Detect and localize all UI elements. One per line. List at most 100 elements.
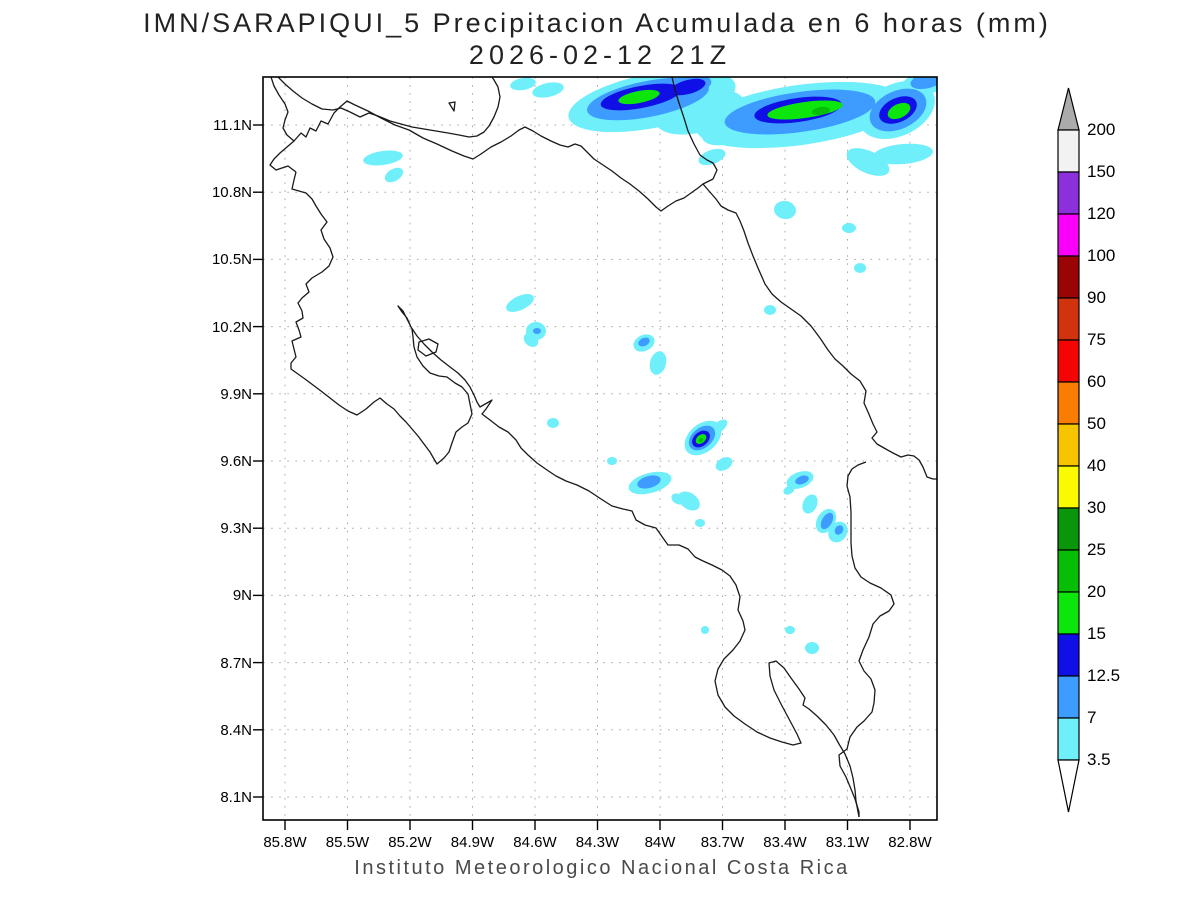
- lat-tick-label: 10.8N: [211, 184, 252, 202]
- lon-tick-label: 82.8W: [888, 834, 932, 851]
- colorbar-block: [1057, 717, 1080, 761]
- plot-subtitle: 2026-02-12 21Z: [468, 40, 732, 70]
- precip-contour-c: [678, 491, 700, 511]
- colorbar-block: [1057, 213, 1080, 257]
- colorbar: [1057, 87, 1080, 813]
- lat-tick-label: 10.5N: [211, 251, 252, 269]
- precip-contour-c: [846, 148, 890, 176]
- lon-tick-label: 84.3W: [575, 834, 620, 851]
- colorbar-over-arrow: [1057, 87, 1080, 131]
- precip-contour-c: [510, 77, 536, 91]
- colorbar-level-label: 3.5: [1087, 750, 1111, 769]
- lat-tick-label: 10.2N: [211, 318, 252, 336]
- precip-contour-c: [363, 150, 403, 166]
- colorbar-block: [1057, 171, 1080, 215]
- grid-lines: [263, 77, 937, 820]
- precip-contour-c: [854, 263, 866, 273]
- precip-contour-c: [695, 519, 705, 527]
- colorbar-block: [1057, 549, 1080, 593]
- precip-contour-b: [820, 512, 834, 530]
- precip-contour-g2: [698, 437, 704, 443]
- nicaragua-pacific-coast: [269, 77, 297, 173]
- precip-contour-c: [774, 200, 796, 220]
- colorbar-block: [1057, 423, 1080, 467]
- lon-tick-label: 85.2W: [388, 834, 432, 851]
- lat-tick-label: 9.3N: [220, 520, 252, 538]
- colorbar-level-label: 120: [1087, 204, 1116, 223]
- costa-rica-nicaragua-border: [293, 100, 704, 212]
- lon-tick-label: 85.8W: [263, 834, 307, 851]
- precip-contour-c: [506, 294, 534, 312]
- lat-tick-label: 9.9N: [220, 385, 252, 403]
- lat-tick-label: 9.6N: [220, 453, 252, 470]
- precip-contour-c: [802, 494, 818, 514]
- precip-contour-c: [384, 167, 404, 183]
- lat-tick-label: 11.1N: [213, 117, 252, 134]
- precip-contour-c: [785, 626, 795, 634]
- lat-tick-label: 8.1N: [220, 789, 252, 806]
- plot-title: IMN/SARAPIQUI_5 Precipitacion Acumulada …: [143, 8, 1051, 38]
- precip-contour-c: [805, 642, 819, 654]
- colorbar-block: [1057, 591, 1080, 635]
- colorbar-level-label: 20: [1087, 582, 1106, 601]
- precip-contour-b: [834, 525, 844, 535]
- precip-contour-c: [701, 626, 709, 634]
- precip-contour-c: [698, 148, 726, 166]
- precip-contour-c: [764, 305, 776, 315]
- lon-tick-label: 83.4W: [763, 834, 807, 851]
- precip-contour-g2: [812, 106, 830, 116]
- precip-contour-g1: [767, 100, 843, 120]
- colorbar-level-label: 40: [1087, 456, 1106, 475]
- precip-contour-c: [607, 457, 617, 465]
- colorbar-block: [1057, 129, 1080, 173]
- precip-contour-b: [638, 337, 650, 347]
- lon-tick-label: 84.9W: [450, 834, 495, 851]
- lon-tick-label: 83.1W: [825, 834, 870, 851]
- lat-tick-label: 9N: [232, 587, 252, 605]
- lake-island: [448, 101, 456, 112]
- precip-contour-b: [637, 475, 661, 489]
- precip-contour-c: [649, 351, 667, 375]
- colorbar-block: [1057, 465, 1080, 509]
- colorbar-block: [1057, 297, 1080, 341]
- colorbar-level-label: 50: [1087, 414, 1106, 433]
- precip-contour-g1: [618, 89, 660, 105]
- lat-tick-label: 8.4N: [220, 721, 252, 739]
- precip-contour-c: [783, 485, 795, 495]
- lon-tick-label: 85.5W: [325, 834, 370, 851]
- colorbar-level-label: 200: [1087, 120, 1116, 139]
- lon-tick-label: 84.6W: [513, 834, 557, 851]
- precip-contour-b: [533, 328, 541, 334]
- plot-frame: [262, 76, 938, 821]
- axis-ticks: [253, 124, 911, 830]
- precip-contour-c: [710, 419, 728, 435]
- colorbar-block: [1057, 255, 1080, 299]
- caribbean-coast: [671, 77, 937, 480]
- lon-tick-label: 83.7W: [700, 834, 745, 851]
- colorbar-level-label: 25: [1087, 540, 1106, 559]
- colorbar-block: [1057, 339, 1080, 383]
- lat-tick-label: 8.7N: [220, 654, 252, 672]
- precip-contour-c: [532, 82, 564, 98]
- pacific-coast: [290, 171, 860, 818]
- colorbar-level-label: 7: [1087, 708, 1097, 727]
- colorbar-level-label: 100: [1087, 246, 1116, 265]
- precip-contour-c: [547, 418, 559, 428]
- colorbar-block: [1057, 381, 1080, 425]
- colorbar-level-label: 150: [1087, 162, 1116, 181]
- precip-contour-b: [795, 475, 809, 485]
- colorbar-level-label: 12.5: [1087, 666, 1121, 685]
- colorbar-level-label: 30: [1087, 498, 1106, 517]
- precip-contour-c: [842, 223, 856, 233]
- colorbar-level-label: 15: [1087, 624, 1106, 643]
- precip-contour-g1: [887, 102, 911, 120]
- colorbar-block: [1057, 507, 1080, 551]
- lon-tick-label: 84W: [644, 834, 676, 851]
- costa-rica-panama-border: [838, 461, 895, 817]
- colorbar-level-label: 90: [1087, 288, 1106, 307]
- lake-nicaragua-shore: [277, 77, 501, 138]
- colorbar-level-label: 60: [1087, 372, 1106, 391]
- plot-footer: Instituto Meteorologico Nacional Costa R…: [354, 857, 850, 879]
- precip-contour-c: [523, 333, 539, 347]
